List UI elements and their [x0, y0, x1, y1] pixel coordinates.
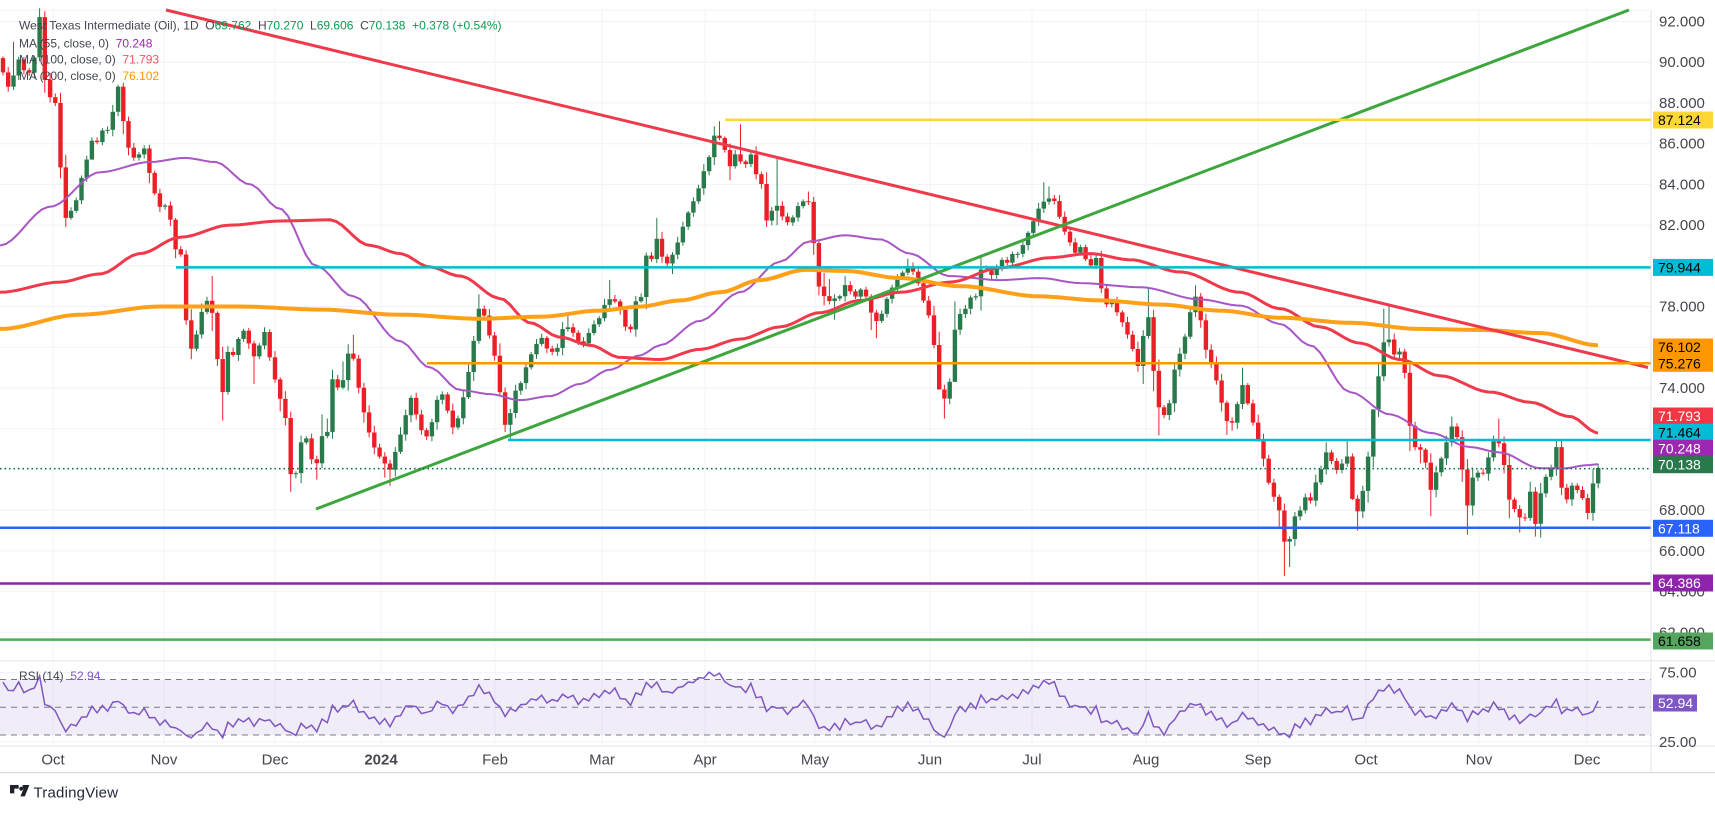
svg-text:Oct: Oct [41, 752, 65, 769]
svg-text:75.00: 75.00 [1659, 665, 1697, 682]
svg-text:2024: 2024 [364, 752, 398, 769]
svg-text:MA (100, close, 0) 71.793: MA (100, close, 0) 71.793 [19, 53, 159, 67]
svg-text:75.276: 75.276 [1658, 355, 1701, 371]
svg-text:Jun: Jun [918, 752, 942, 769]
svg-text:70.138: 70.138 [1658, 457, 1701, 473]
svg-text:Mar: Mar [589, 752, 615, 769]
svg-text:84.000: 84.000 [1659, 176, 1705, 193]
svg-text:RSI (14) 52.94: RSI (14) 52.94 [19, 669, 101, 683]
svg-text:88.000: 88.000 [1659, 95, 1705, 112]
svg-text:Apr: Apr [693, 752, 716, 769]
svg-text:TradingView: TradingView [34, 785, 119, 802]
svg-text:MA (200, close, 0) 76.102: MA (200, close, 0) 76.102 [19, 69, 159, 83]
svg-text:Feb: Feb [482, 752, 508, 769]
svg-text:Oct: Oct [1354, 752, 1378, 769]
svg-text:25.00: 25.00 [1659, 734, 1697, 751]
svg-text:Jul: Jul [1022, 752, 1041, 769]
svg-text:71.793: 71.793 [1658, 408, 1701, 424]
svg-text:Aug: Aug [1133, 752, 1160, 769]
svg-text:May: May [801, 752, 830, 769]
svg-text:70.248: 70.248 [1658, 440, 1701, 456]
svg-text:76.102: 76.102 [1658, 339, 1701, 355]
svg-text:92.000: 92.000 [1659, 14, 1705, 31]
svg-text:MA (55, close, 0) 70.248: MA (55, close, 0) 70.248 [19, 37, 153, 51]
svg-text:79.944: 79.944 [1658, 259, 1701, 275]
svg-text:71.464: 71.464 [1658, 424, 1701, 440]
svg-text:74.000: 74.000 [1659, 380, 1705, 397]
svg-text:Dec: Dec [1574, 752, 1601, 769]
svg-text:66.000: 66.000 [1659, 543, 1705, 560]
svg-text:64.386: 64.386 [1658, 575, 1701, 591]
svg-text:Sep: Sep [1245, 752, 1272, 769]
svg-text:90.000: 90.000 [1659, 54, 1705, 71]
svg-text:78.000: 78.000 [1659, 299, 1705, 316]
svg-text:61.658: 61.658 [1658, 633, 1701, 649]
svg-text:Dec: Dec [262, 752, 289, 769]
svg-text:Nov: Nov [151, 752, 178, 769]
svg-text:82.000: 82.000 [1659, 217, 1705, 234]
svg-text:67.118: 67.118 [1658, 520, 1700, 536]
svg-text:Nov: Nov [1466, 752, 1493, 769]
svg-text:87.124: 87.124 [1658, 112, 1701, 128]
svg-text:West Texas Intermediate (Oil),: West Texas Intermediate (Oil), 1D O69.76… [19, 19, 502, 33]
svg-text:86.000: 86.000 [1659, 136, 1705, 153]
svg-text:52.94: 52.94 [1658, 695, 1693, 711]
svg-text:68.000: 68.000 [1659, 502, 1705, 519]
